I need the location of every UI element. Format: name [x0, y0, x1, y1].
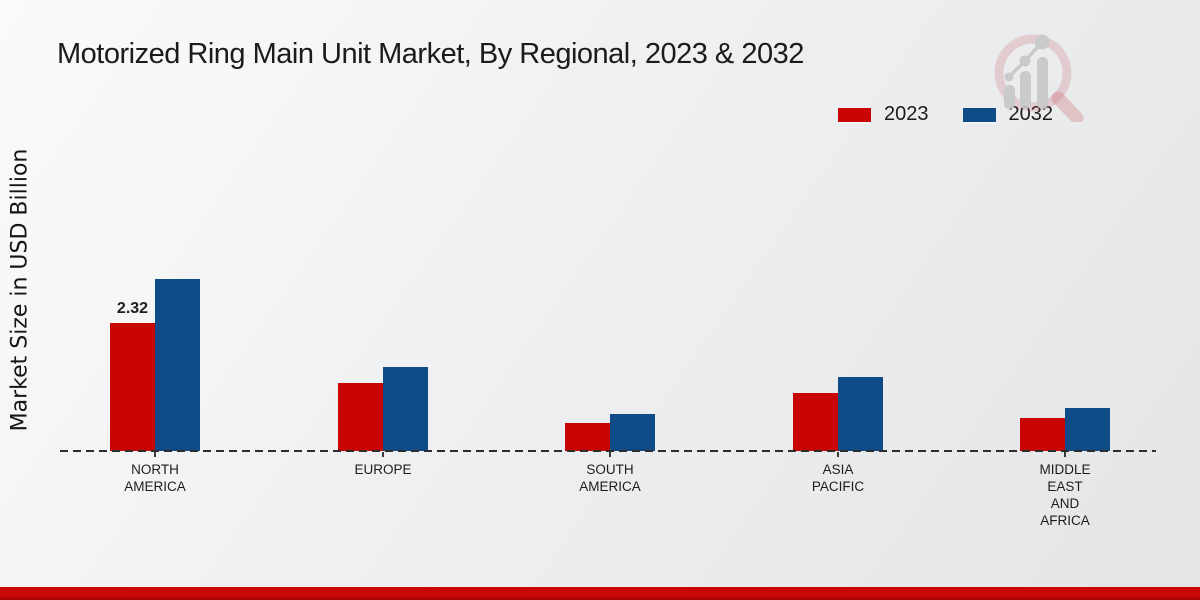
- magnifier-bar-chart-logo-icon: [994, 34, 1084, 122]
- bar-value-label: 2.32: [116, 300, 149, 317]
- x-axis-tick: [382, 452, 384, 457]
- x-axis-tick: [154, 452, 156, 457]
- bar-2023-asia-pacific: [793, 393, 838, 451]
- bar-2023-middle-east-and-africa: [1020, 418, 1065, 451]
- x-axis-label-middle-east-and-africa: MIDDLE EAST AND AFRICA: [1039, 462, 1091, 528]
- bar-2023-north-america: [110, 323, 155, 451]
- bar-2032-south-america: [610, 414, 655, 451]
- x-axis-label-north-america: NORTH AMERICA: [124, 462, 186, 494]
- legend-swatch-icon: [962, 107, 996, 122]
- bar-2032-europe: [383, 367, 428, 451]
- bar-2032-north-america: [155, 279, 200, 451]
- x-axis-label-europe: EUROPE: [354, 462, 412, 477]
- bar-2023-south-america: [565, 423, 610, 451]
- x-axis-dashed-baseline: [60, 450, 1156, 452]
- x-axis-label-asia-pacific: ASIA PACIFIC: [811, 462, 865, 494]
- chart-title: Motorized Ring Main Unit Market, By Regi…: [57, 38, 804, 70]
- bar-2032-middle-east-and-africa: [1065, 408, 1110, 451]
- x-axis-tick: [1064, 452, 1066, 457]
- x-axis-tick: [609, 452, 611, 457]
- legend-swatch-icon: [838, 107, 871, 122]
- x-axis-tick: [837, 452, 839, 457]
- bar-2023-europe: [338, 383, 383, 451]
- bar-2032-asia-pacific: [838, 377, 883, 451]
- legend-item-2023: 2023: [838, 103, 929, 126]
- legend-label: 2023: [884, 103, 929, 125]
- footer-red-band: [0, 587, 1200, 600]
- x-axis-label-south-america: SOUTH AMERICA: [579, 462, 641, 494]
